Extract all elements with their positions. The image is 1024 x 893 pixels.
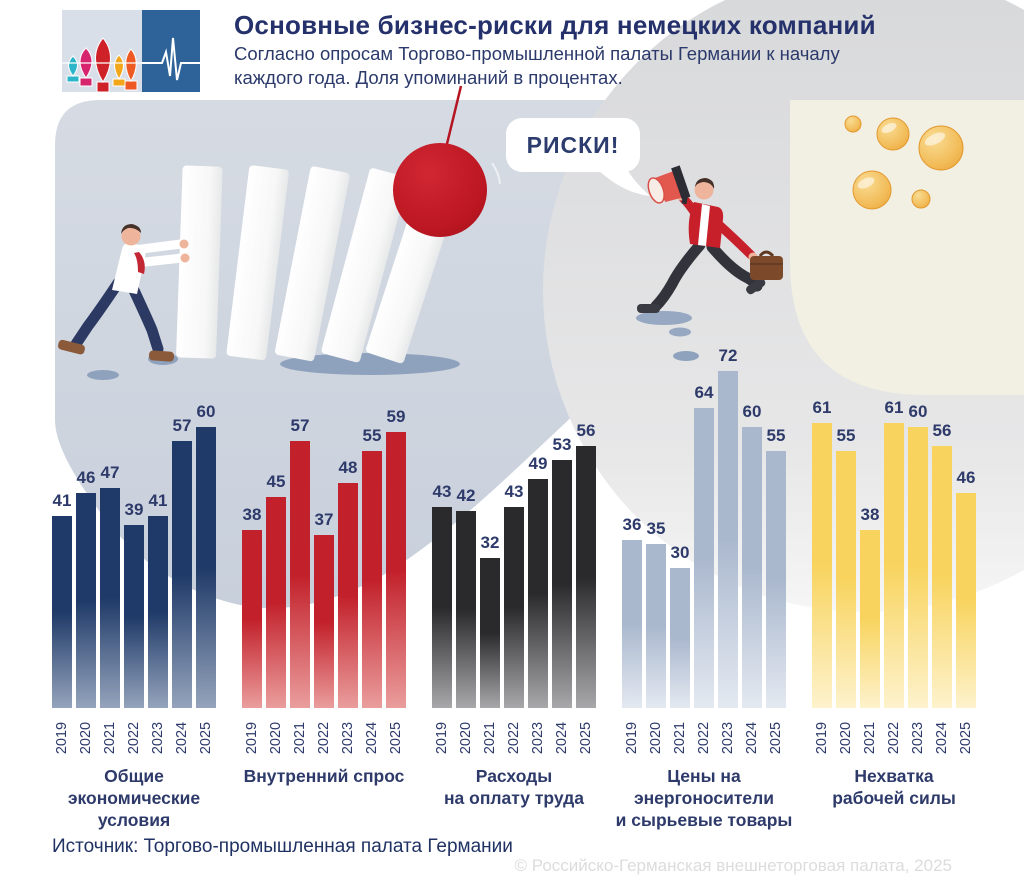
heartbeat-pulse-icon <box>62 37 200 81</box>
speech-bubble <box>506 118 650 196</box>
dominoes-illustration <box>176 165 462 364</box>
speech-bubble-label: РИСКИ! <box>526 131 620 158</box>
page-title: Основные бизнес-риски для немецких компа… <box>234 10 876 40</box>
gold-bubbles-icon <box>844 115 964 210</box>
wrecking-ball-illustration <box>393 85 501 237</box>
logo <box>62 10 200 92</box>
runner-illustration <box>636 165 783 337</box>
cream-panel <box>790 100 1024 395</box>
pushing-man-illustration <box>58 224 190 362</box>
source-note: Источник: Торгово-промышленная палата Ге… <box>52 836 513 857</box>
copyright-note: © Российско-Германская внешнеторговая па… <box>514 856 952 875</box>
header: Основные бизнес-риски для немецких компа… <box>0 0 1024 100</box>
page-subtitle: Согласно опросам Торгово-промышленной па… <box>234 43 840 88</box>
